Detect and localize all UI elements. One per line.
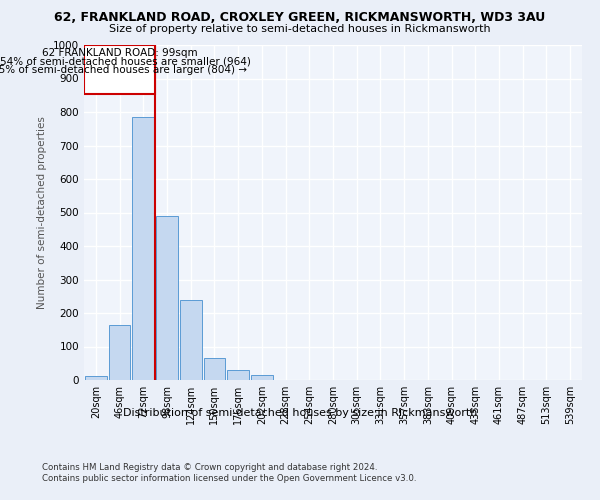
Y-axis label: Number of semi-detached properties: Number of semi-detached properties	[37, 116, 47, 309]
Text: 62, FRANKLAND ROAD, CROXLEY GREEN, RICKMANSWORTH, WD3 3AU: 62, FRANKLAND ROAD, CROXLEY GREEN, RICKM…	[55, 11, 545, 24]
Bar	[109, 324, 130, 380]
Bar	[156, 216, 178, 380]
Bar	[133, 117, 154, 380]
Bar	[203, 358, 226, 380]
Bar	[227, 370, 249, 380]
Text: Size of property relative to semi-detached houses in Rickmansworth: Size of property relative to semi-detach…	[109, 24, 491, 34]
Bar	[251, 375, 273, 380]
Bar	[84, 45, 155, 94]
Text: 62 FRANKLAND ROAD: 99sqm: 62 FRANKLAND ROAD: 99sqm	[42, 48, 197, 58]
Text: Contains public sector information licensed under the Open Government Licence v3: Contains public sector information licen…	[42, 474, 416, 483]
Text: Distribution of semi-detached houses by size in Rickmansworth: Distribution of semi-detached houses by …	[123, 408, 477, 418]
Text: Contains HM Land Registry data © Crown copyright and database right 2024.: Contains HM Land Registry data © Crown c…	[42, 462, 377, 471]
Bar	[85, 376, 107, 380]
Text: ← 54% of semi-detached houses are smaller (964): ← 54% of semi-detached houses are smalle…	[0, 56, 251, 66]
Text: 45% of semi-detached houses are larger (804) →: 45% of semi-detached houses are larger (…	[0, 65, 247, 75]
Bar	[180, 300, 202, 380]
